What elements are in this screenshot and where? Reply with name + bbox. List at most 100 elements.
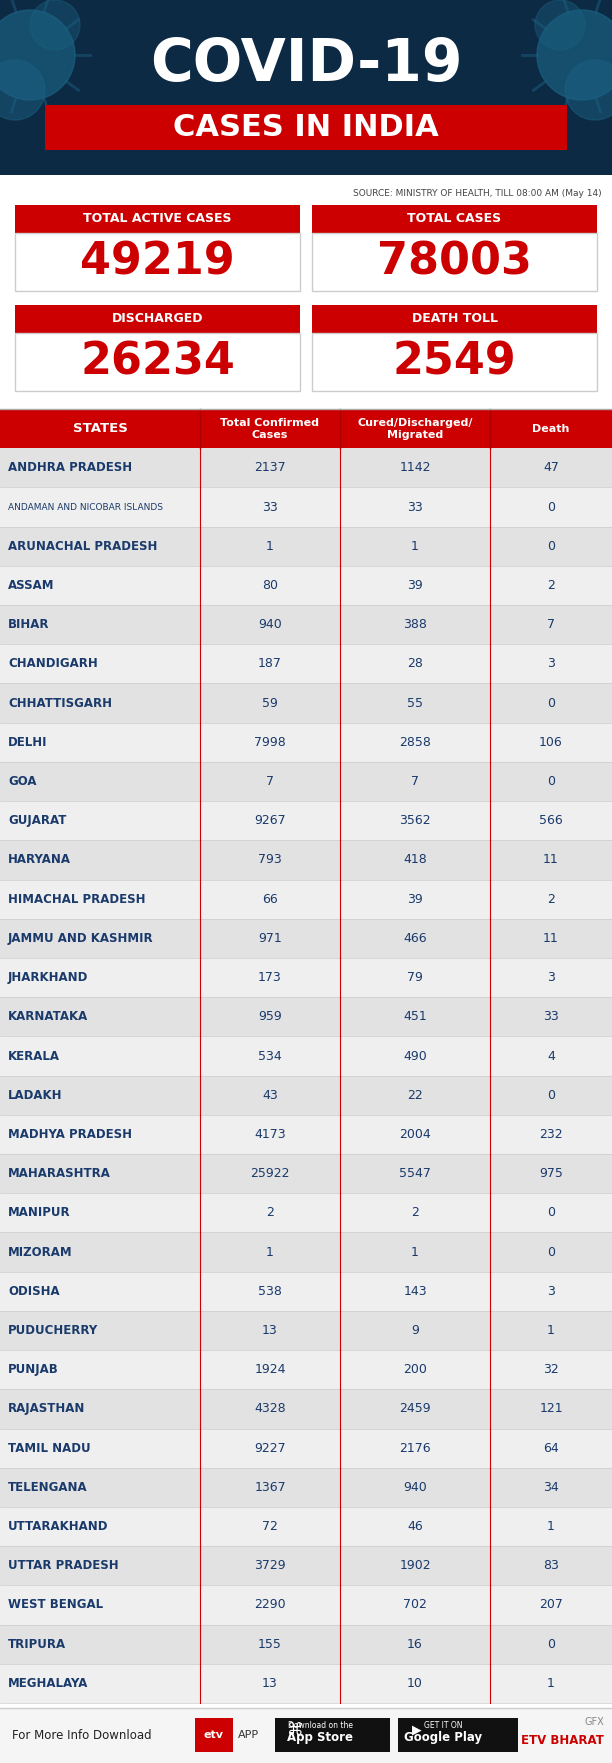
Text: 538: 538 [258,1285,282,1298]
Text: Cured/Discharged/
Migrated: Cured/Discharged/ Migrated [357,418,472,439]
Text: etv: etv [204,1730,224,1740]
Text: GOA: GOA [8,776,37,788]
Text: RAJASTHAN: RAJASTHAN [8,1402,86,1416]
Text: 4328: 4328 [254,1402,286,1416]
Text: TOTAL CASES: TOTAL CASES [408,213,502,226]
Text: CHHATTISGARH: CHHATTISGARH [8,696,112,709]
Text: STATES: STATES [73,421,127,435]
Text: 232: 232 [539,1128,563,1141]
Text: MADHYA PRADESH: MADHYA PRADESH [8,1128,132,1141]
Text: 187: 187 [258,658,282,670]
Text: 0: 0 [547,539,555,554]
Text: 940: 940 [403,1481,427,1493]
Circle shape [0,60,45,120]
Text: CHANDIGARH: CHANDIGARH [8,658,98,670]
Bar [0,409,612,448]
Text: GUJARAT: GUJARAT [8,815,66,827]
Text: 2: 2 [547,578,555,592]
Text: 13: 13 [262,1677,278,1691]
Text: 971: 971 [258,933,282,945]
Circle shape [537,11,612,100]
Bar [0,487,612,527]
Bar [15,205,300,233]
Text: 702: 702 [403,1599,427,1611]
Text: ANDAMAN AND NICOBAR ISLANDS: ANDAMAN AND NICOBAR ISLANDS [8,502,163,511]
Bar [0,1194,612,1232]
Text: MAHARASHTRA: MAHARASHTRA [8,1167,111,1179]
Text: ⌘: ⌘ [287,1721,304,1738]
Text: 0: 0 [547,501,555,513]
Text: 5547: 5547 [399,1167,431,1179]
Text: 1902: 1902 [399,1558,431,1573]
Bar [0,1469,612,1507]
Bar [195,1717,233,1752]
Text: 11: 11 [543,933,559,945]
Text: 9267: 9267 [254,815,286,827]
Text: 0: 0 [547,696,555,709]
Text: 0: 0 [547,776,555,788]
Text: 33: 33 [262,501,278,513]
Text: TELENGANA: TELENGANA [8,1481,88,1493]
Text: 207: 207 [539,1599,563,1611]
Bar [45,106,567,150]
Bar [15,233,300,291]
Bar [0,998,612,1037]
Text: KERALA: KERALA [8,1049,60,1063]
Text: 26234: 26234 [80,340,235,384]
Bar [0,1271,612,1312]
Bar [0,566,612,605]
Text: 2: 2 [411,1206,419,1220]
Bar [0,1708,612,1763]
Text: HIMACHAL PRADESH: HIMACHAL PRADESH [8,892,146,906]
Text: Google Play: Google Play [404,1731,482,1745]
Text: 1: 1 [547,1520,555,1534]
Text: 32: 32 [543,1363,559,1377]
Bar [0,1114,612,1155]
Text: 1: 1 [547,1677,555,1691]
Text: 466: 466 [403,933,427,945]
Text: 155: 155 [258,1638,282,1650]
Bar [0,1507,612,1546]
Circle shape [565,60,612,120]
Bar [0,1546,612,1585]
Text: ANDHRA PRADESH: ANDHRA PRADESH [8,462,132,474]
Text: Death: Death [532,423,570,434]
Text: SOURCE: MINISTRY OF HEALTH, TILL 08:00 AM (May 14): SOURCE: MINISTRY OF HEALTH, TILL 08:00 A… [353,189,602,197]
Text: 418: 418 [403,853,427,866]
Text: PUDUCHERRY: PUDUCHERRY [8,1324,99,1336]
Bar [0,1428,612,1469]
Text: 1: 1 [266,539,274,554]
Text: 106: 106 [539,735,563,749]
Text: 975: 975 [539,1167,563,1179]
Text: 66: 66 [262,892,278,906]
Bar [0,1585,612,1624]
Text: 959: 959 [258,1010,282,1023]
Text: TAMIL NADU: TAMIL NADU [8,1442,91,1454]
Text: UTTAR PRADESH: UTTAR PRADESH [8,1558,119,1573]
Bar [398,1717,518,1752]
Text: 2137: 2137 [254,462,286,474]
Text: 16: 16 [407,1638,423,1650]
Bar [0,957,612,998]
Text: 4: 4 [547,1049,555,1063]
Text: CASES IN INDIA: CASES IN INDIA [173,113,439,143]
Text: 64: 64 [543,1442,559,1454]
Text: 11: 11 [543,853,559,866]
Text: 7: 7 [411,776,419,788]
Text: 388: 388 [403,619,427,631]
Text: ASSAM: ASSAM [8,578,54,592]
Text: 2858: 2858 [399,735,431,749]
Bar [0,643,612,684]
Text: 34: 34 [543,1481,559,1493]
Text: 0: 0 [547,1206,555,1220]
Bar [0,1037,612,1075]
Text: 0: 0 [547,1090,555,1102]
Text: DELHI: DELHI [8,735,48,749]
Text: 1: 1 [411,539,419,554]
Text: 39: 39 [407,578,423,592]
Bar [15,333,300,391]
Text: 47: 47 [543,462,559,474]
Bar [0,527,612,566]
Text: TOTAL ACTIVE CASES: TOTAL ACTIVE CASES [83,213,232,226]
Text: DEATH TOLL: DEATH TOLL [411,312,498,326]
